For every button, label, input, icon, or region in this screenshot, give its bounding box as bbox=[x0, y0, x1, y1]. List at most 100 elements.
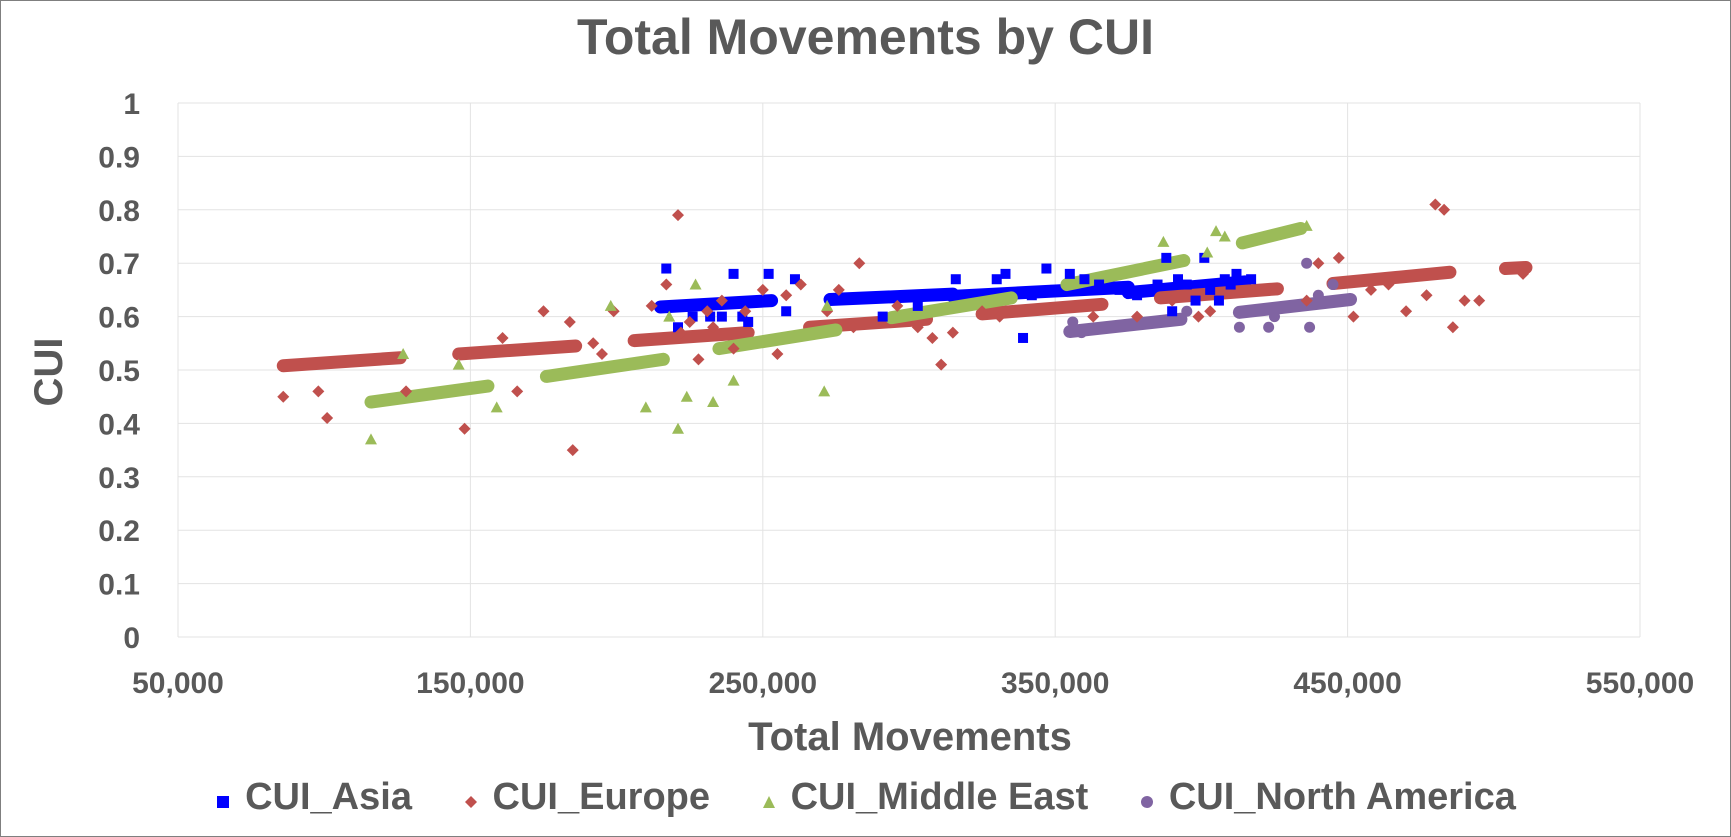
data-point bbox=[1210, 225, 1223, 237]
data-point bbox=[771, 347, 784, 360]
data-point bbox=[911, 321, 924, 334]
data-point bbox=[756, 283, 769, 296]
trendline-segment bbox=[712, 323, 843, 356]
data-point bbox=[595, 347, 608, 360]
data-point bbox=[1312, 289, 1324, 301]
data-point bbox=[1231, 268, 1242, 279]
data-point bbox=[1364, 283, 1377, 296]
x-axis-title: Total Movements bbox=[748, 715, 1072, 759]
data-point bbox=[1157, 235, 1170, 247]
data-point bbox=[1473, 294, 1486, 307]
data-point bbox=[1225, 279, 1236, 290]
data-point bbox=[933, 290, 944, 301]
data-point bbox=[566, 444, 579, 457]
data-points bbox=[277, 198, 1530, 457]
x-tick-label: 150,000 bbox=[416, 667, 524, 700]
data-point bbox=[1269, 311, 1280, 323]
data-point bbox=[639, 401, 652, 413]
legend-item-asia[interactable]: CUI_Asia bbox=[215, 776, 412, 820]
data-point bbox=[1458, 294, 1471, 307]
data-point bbox=[1161, 252, 1172, 263]
data-point bbox=[1508, 262, 1521, 275]
data-point bbox=[1312, 257, 1325, 270]
data-point bbox=[1192, 310, 1205, 323]
data-point bbox=[680, 390, 693, 402]
y-tick-label: 0.4 bbox=[98, 408, 140, 441]
data-point bbox=[458, 422, 471, 435]
data-point bbox=[781, 306, 792, 317]
data-point bbox=[400, 385, 413, 398]
data-point bbox=[993, 310, 1006, 323]
data-point bbox=[715, 294, 728, 307]
trendline-segment bbox=[276, 351, 407, 373]
data-point bbox=[991, 274, 1002, 285]
chart-title: Total Movements by CUI bbox=[577, 9, 1154, 65]
data-point bbox=[1181, 305, 1193, 317]
x-tick-labels: 50,000 150,000 250,000 350,000 450,000 550,00… bbox=[132, 667, 1694, 700]
y-tick-label: 1 bbox=[123, 88, 140, 121]
data-point bbox=[1000, 268, 1011, 279]
data-point bbox=[277, 390, 290, 403]
trendline-segment bbox=[1326, 265, 1457, 290]
data-point bbox=[397, 347, 410, 359]
data-point bbox=[701, 305, 714, 318]
data-point bbox=[663, 310, 676, 322]
data-point bbox=[661, 263, 672, 274]
square-marker-icon bbox=[215, 777, 231, 820]
data-point bbox=[1438, 203, 1451, 216]
data-point bbox=[763, 268, 774, 279]
trendline-segment bbox=[653, 294, 779, 314]
data-point bbox=[853, 257, 866, 270]
trendline-segment bbox=[539, 352, 670, 383]
data-point bbox=[832, 283, 845, 296]
legend-item-middle-east[interactable]: CUI_Middle East bbox=[761, 776, 1088, 820]
legend: CUI_Asia CUI_Europe CUI_Middle East CUI_… bbox=[0, 776, 1731, 820]
data-point bbox=[1400, 305, 1413, 318]
data-point bbox=[727, 374, 740, 386]
y-axis-title: CUI bbox=[27, 338, 71, 407]
legend-label: CUI_North America bbox=[1168, 776, 1516, 818]
data-point bbox=[1064, 268, 1075, 279]
data-point bbox=[1199, 252, 1210, 263]
data-point bbox=[1131, 310, 1144, 323]
trendline-segment bbox=[627, 326, 755, 348]
data-point bbox=[1219, 274, 1230, 285]
data-point bbox=[1446, 321, 1459, 334]
data-point bbox=[672, 209, 685, 222]
data-point bbox=[1026, 290, 1037, 301]
data-point bbox=[739, 305, 752, 318]
data-point bbox=[818, 385, 831, 397]
trendline-segment bbox=[364, 379, 495, 409]
data-point bbox=[1079, 274, 1090, 285]
y-tick-label: 0.7 bbox=[98, 248, 140, 281]
legend-item-north-america[interactable]: CUI_North America bbox=[1139, 776, 1516, 820]
data-point bbox=[1143, 316, 1155, 328]
data-point bbox=[1233, 321, 1245, 333]
data-point bbox=[689, 278, 702, 290]
y-tick-labels: 0 0.1 0.2 0.3 0.4 0.5 0.6 0.7 0.8 0.9 1 bbox=[98, 88, 140, 655]
x-tick-label: 250,000 bbox=[709, 667, 817, 700]
y-tick-label: 0.5 bbox=[98, 355, 140, 388]
data-point bbox=[877, 311, 888, 322]
scatter-chart: 0 0.1 0.2 0.3 0.4 0.5 0.6 0.7 0.8 0.9 1 50,000 150,… bbox=[27, 88, 1694, 759]
y-tick-label: 0.9 bbox=[98, 141, 140, 174]
y-tick-label: 0.8 bbox=[98, 195, 140, 228]
data-point bbox=[645, 299, 658, 312]
data-point bbox=[1050, 284, 1061, 295]
data-point bbox=[1190, 295, 1201, 306]
data-point bbox=[1301, 257, 1313, 269]
x-tick-label: 550,000 bbox=[1586, 667, 1694, 700]
data-point bbox=[660, 278, 673, 291]
data-point bbox=[537, 305, 550, 318]
legend-item-europe[interactable]: CUI_Europe bbox=[463, 776, 710, 820]
data-point bbox=[1263, 321, 1275, 333]
data-point bbox=[604, 299, 617, 311]
data-point bbox=[737, 311, 748, 322]
data-point bbox=[1420, 289, 1433, 302]
x-tick-label: 450,000 bbox=[1293, 667, 1401, 700]
data-point bbox=[1201, 246, 1214, 258]
trendlines bbox=[276, 221, 1533, 409]
data-point bbox=[950, 274, 961, 285]
data-point bbox=[321, 412, 334, 425]
